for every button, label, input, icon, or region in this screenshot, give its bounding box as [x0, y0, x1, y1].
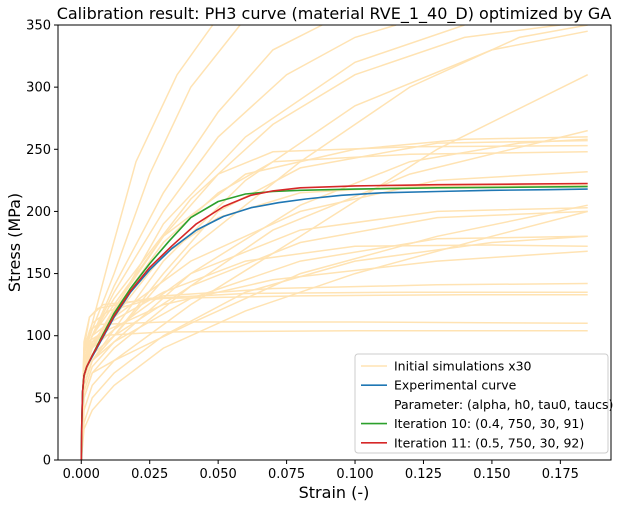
x-tick-label: 0.025	[131, 467, 168, 482]
legend-entry: Parameter: (alpha, h0, tau0, taucs)	[394, 397, 613, 412]
x-tick-label: 0.175	[542, 467, 579, 482]
legend-box	[354, 353, 609, 454]
x-tick-label: 0.100	[336, 467, 373, 482]
y-tick-label: 0	[43, 454, 51, 469]
y-axis-label: Stress (MPa)	[5, 193, 24, 292]
y-axis: 0 50 100 150 200 250 300 350	[26, 19, 58, 469]
initial-simulation-line-29	[80, 138, 588, 460]
initial-simulation-line-28	[80, 136, 588, 460]
y-tick-label: 150	[26, 267, 51, 282]
legend-entry: Initial simulations x30	[394, 359, 532, 374]
initial-simulation-line-14	[80, 129, 588, 460]
initial-simulation-line-19	[80, 25, 323, 460]
y-tick-label: 200	[26, 205, 51, 220]
y-tick-label: 50	[34, 391, 51, 406]
x-tick-label: 0.125	[405, 467, 442, 482]
legend-entry: Experimental curve	[394, 378, 517, 393]
y-tick-label: 350	[26, 19, 51, 34]
initial-simulation-line-23	[80, 30, 588, 460]
x-tick-label: 0.050	[200, 467, 237, 482]
iteration-11-line	[80, 182, 588, 460]
initial-simulation-line-25	[80, 210, 588, 460]
x-tick-label: 0.000	[63, 467, 100, 482]
legend-entry: Iteration 10: (0.4, 750, 30, 91)	[394, 416, 584, 431]
initial-simulation-line-15	[80, 74, 589, 460]
y-tick-label: 100	[26, 329, 51, 344]
plot-area	[57, 24, 612, 461]
x-axis: 0.000 0.025 0.050 0.075 0.100 0.125 0.150 0.175	[63, 460, 579, 482]
main-series-lines	[80, 182, 588, 460]
chart-title: Calibration result: PH3 curve (material …	[57, 4, 612, 24]
legend: Initial simulations x30 Experimental curv…	[354, 353, 613, 454]
initial-simulation-line-26	[80, 293, 588, 460]
y-tick-label: 300	[26, 81, 51, 96]
x-tick-label: 0.075	[268, 467, 305, 482]
x-axis-label: Strain (-)	[299, 483, 370, 502]
initial-simulation-line-30	[80, 210, 588, 460]
x-tick-label: 0.150	[473, 467, 510, 482]
y-tick-label: 250	[26, 143, 51, 158]
legend-entry: Iteration 11: (0.5, 750, 30, 92)	[394, 435, 584, 450]
plot-frame	[57, 24, 612, 461]
